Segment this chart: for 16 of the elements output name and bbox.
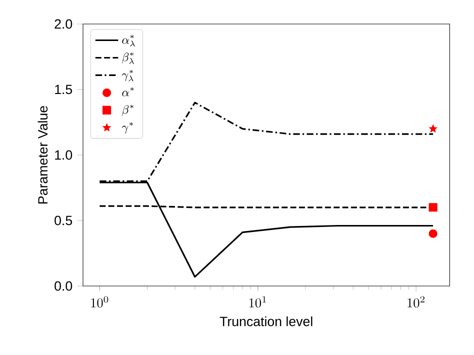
legend-label: $\gamma^{*}$ xyxy=(122,122,133,134)
legend-label: $\gamma^{*}_{\lambda}$ xyxy=(122,70,134,82)
y-tick-label: 1.0 xyxy=(55,150,72,160)
x-tick-label: $10^{1}$ xyxy=(249,296,266,308)
x-tick-label: $10^{2}$ xyxy=(408,296,424,308)
legend-label: $\beta^{*}$ xyxy=(122,104,134,116)
x-axis-title: Truncation level xyxy=(220,316,312,326)
y-tick-label: 0.0 xyxy=(54,281,72,291)
y-axis-title: Parameter Value xyxy=(38,106,48,204)
legend-label: $\alpha^{*}_{\lambda}$ xyxy=(122,34,135,46)
legend-label: $\alpha^{*}$ xyxy=(122,87,134,96)
legend-label: $\beta^{*}_{\lambda}$ xyxy=(122,52,134,64)
y-tick-label: 0.5 xyxy=(54,216,72,226)
y-tick-label: 1.5 xyxy=(55,84,72,94)
y-tick-label: 2.0 xyxy=(54,19,72,29)
x-tick-label: $10^{0}$ xyxy=(91,296,108,308)
